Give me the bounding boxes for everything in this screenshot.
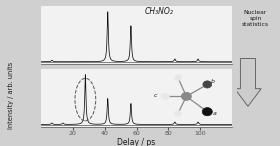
Text: Intensity / arb. units: Intensity / arb. units bbox=[8, 61, 14, 128]
Text: Nuclear
spin
statistics: Nuclear spin statistics bbox=[242, 10, 269, 27]
Text: CH₃NO₂: CH₃NO₂ bbox=[144, 7, 173, 16]
FancyArrow shape bbox=[235, 59, 261, 106]
X-axis label: Delay / ps: Delay / ps bbox=[117, 138, 156, 146]
